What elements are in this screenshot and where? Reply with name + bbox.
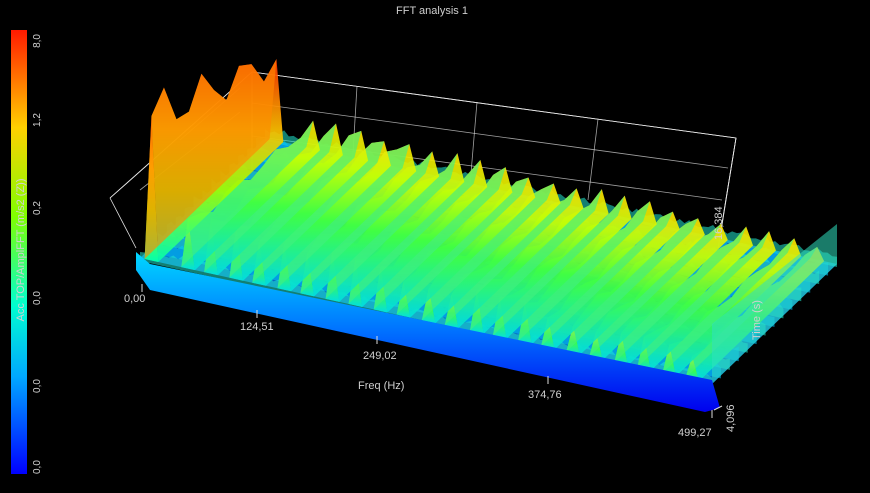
- time-tick-label: 16,384: [713, 206, 725, 240]
- colorbar-tick: 0,0: [32, 379, 43, 393]
- grid-line: [587, 118, 599, 201]
- x-axis-label: Freq (Hz): [358, 380, 404, 392]
- freq-tick-label: 124,51: [240, 321, 274, 333]
- y-axis-label: Time (s): [751, 300, 763, 340]
- colorbar-tick: 0,0: [32, 460, 43, 474]
- time-tick-label: 4,096: [725, 404, 737, 432]
- harmonic-peak-ridge: [621, 226, 754, 366]
- colorbar: 8,0 1,2 0,2 0,0 0,0 0,0 Acc TOP/AmplFFT …: [11, 30, 43, 474]
- time-tick-mark: [713, 405, 723, 411]
- harmonic-peak-side: [492, 195, 625, 336]
- grid-line: [251, 102, 729, 169]
- harmonic-peak-side: [637, 231, 770, 368]
- harmonic-peak-side: [277, 144, 410, 289]
- harmonic-peak-ridge: [547, 211, 680, 350]
- colorbar-tick: 1,2: [32, 113, 43, 127]
- freq-tick-label: 374,76: [528, 389, 562, 401]
- freq-tick-label: 0,00: [124, 293, 145, 305]
- harmonic-peak-side: [444, 188, 577, 326]
- back-top-edge: [251, 71, 737, 139]
- harmonic-peak-side: [540, 211, 673, 347]
- harmonic-peak-side: [589, 223, 721, 357]
- harmonic-peak-side: [566, 218, 699, 352]
- harmonic-peak-side: [662, 238, 795, 374]
- colorbar-scale: [11, 30, 27, 474]
- harmonic-peak-side: [469, 189, 602, 331]
- z-axis-label: Acc TOP/AmplFFT (m/s2 (Z)): [15, 178, 27, 321]
- colorbar-tick: 8,0: [32, 34, 43, 48]
- harmonic-peak-side: [144, 58, 277, 260]
- harmonic-peak-side: [614, 226, 747, 363]
- time-axis: 4,096 16,384 Time (s): [713, 206, 763, 432]
- harmonic-peak-side: [373, 167, 506, 310]
- surface-front-base: [136, 252, 720, 412]
- spectrum-surface: [140, 58, 837, 387]
- harmonic-peak-side: [396, 177, 529, 315]
- chart-title: FFT analysis 1: [396, 5, 468, 17]
- colorbar-tick: 0,0: [32, 291, 43, 305]
- freq-axis: 0,00 124,51 249,02 374,76 499,27 Freq (H…: [124, 284, 713, 439]
- harmonic-peak-ridge: [573, 218, 705, 355]
- left-side-edge: [109, 197, 137, 249]
- harmonic-peak-side: [421, 183, 554, 321]
- harmonic-peak-side: [518, 201, 650, 342]
- surface-right-wall: [712, 224, 837, 384]
- freq-tick-label: 499,27: [678, 427, 712, 439]
- freq-tick-label: 249,02: [363, 350, 397, 362]
- harmonic-peak-side: [181, 120, 314, 268]
- colorbar-tick: 0,2: [32, 201, 43, 215]
- harmonic-peak-ridge: [595, 223, 728, 360]
